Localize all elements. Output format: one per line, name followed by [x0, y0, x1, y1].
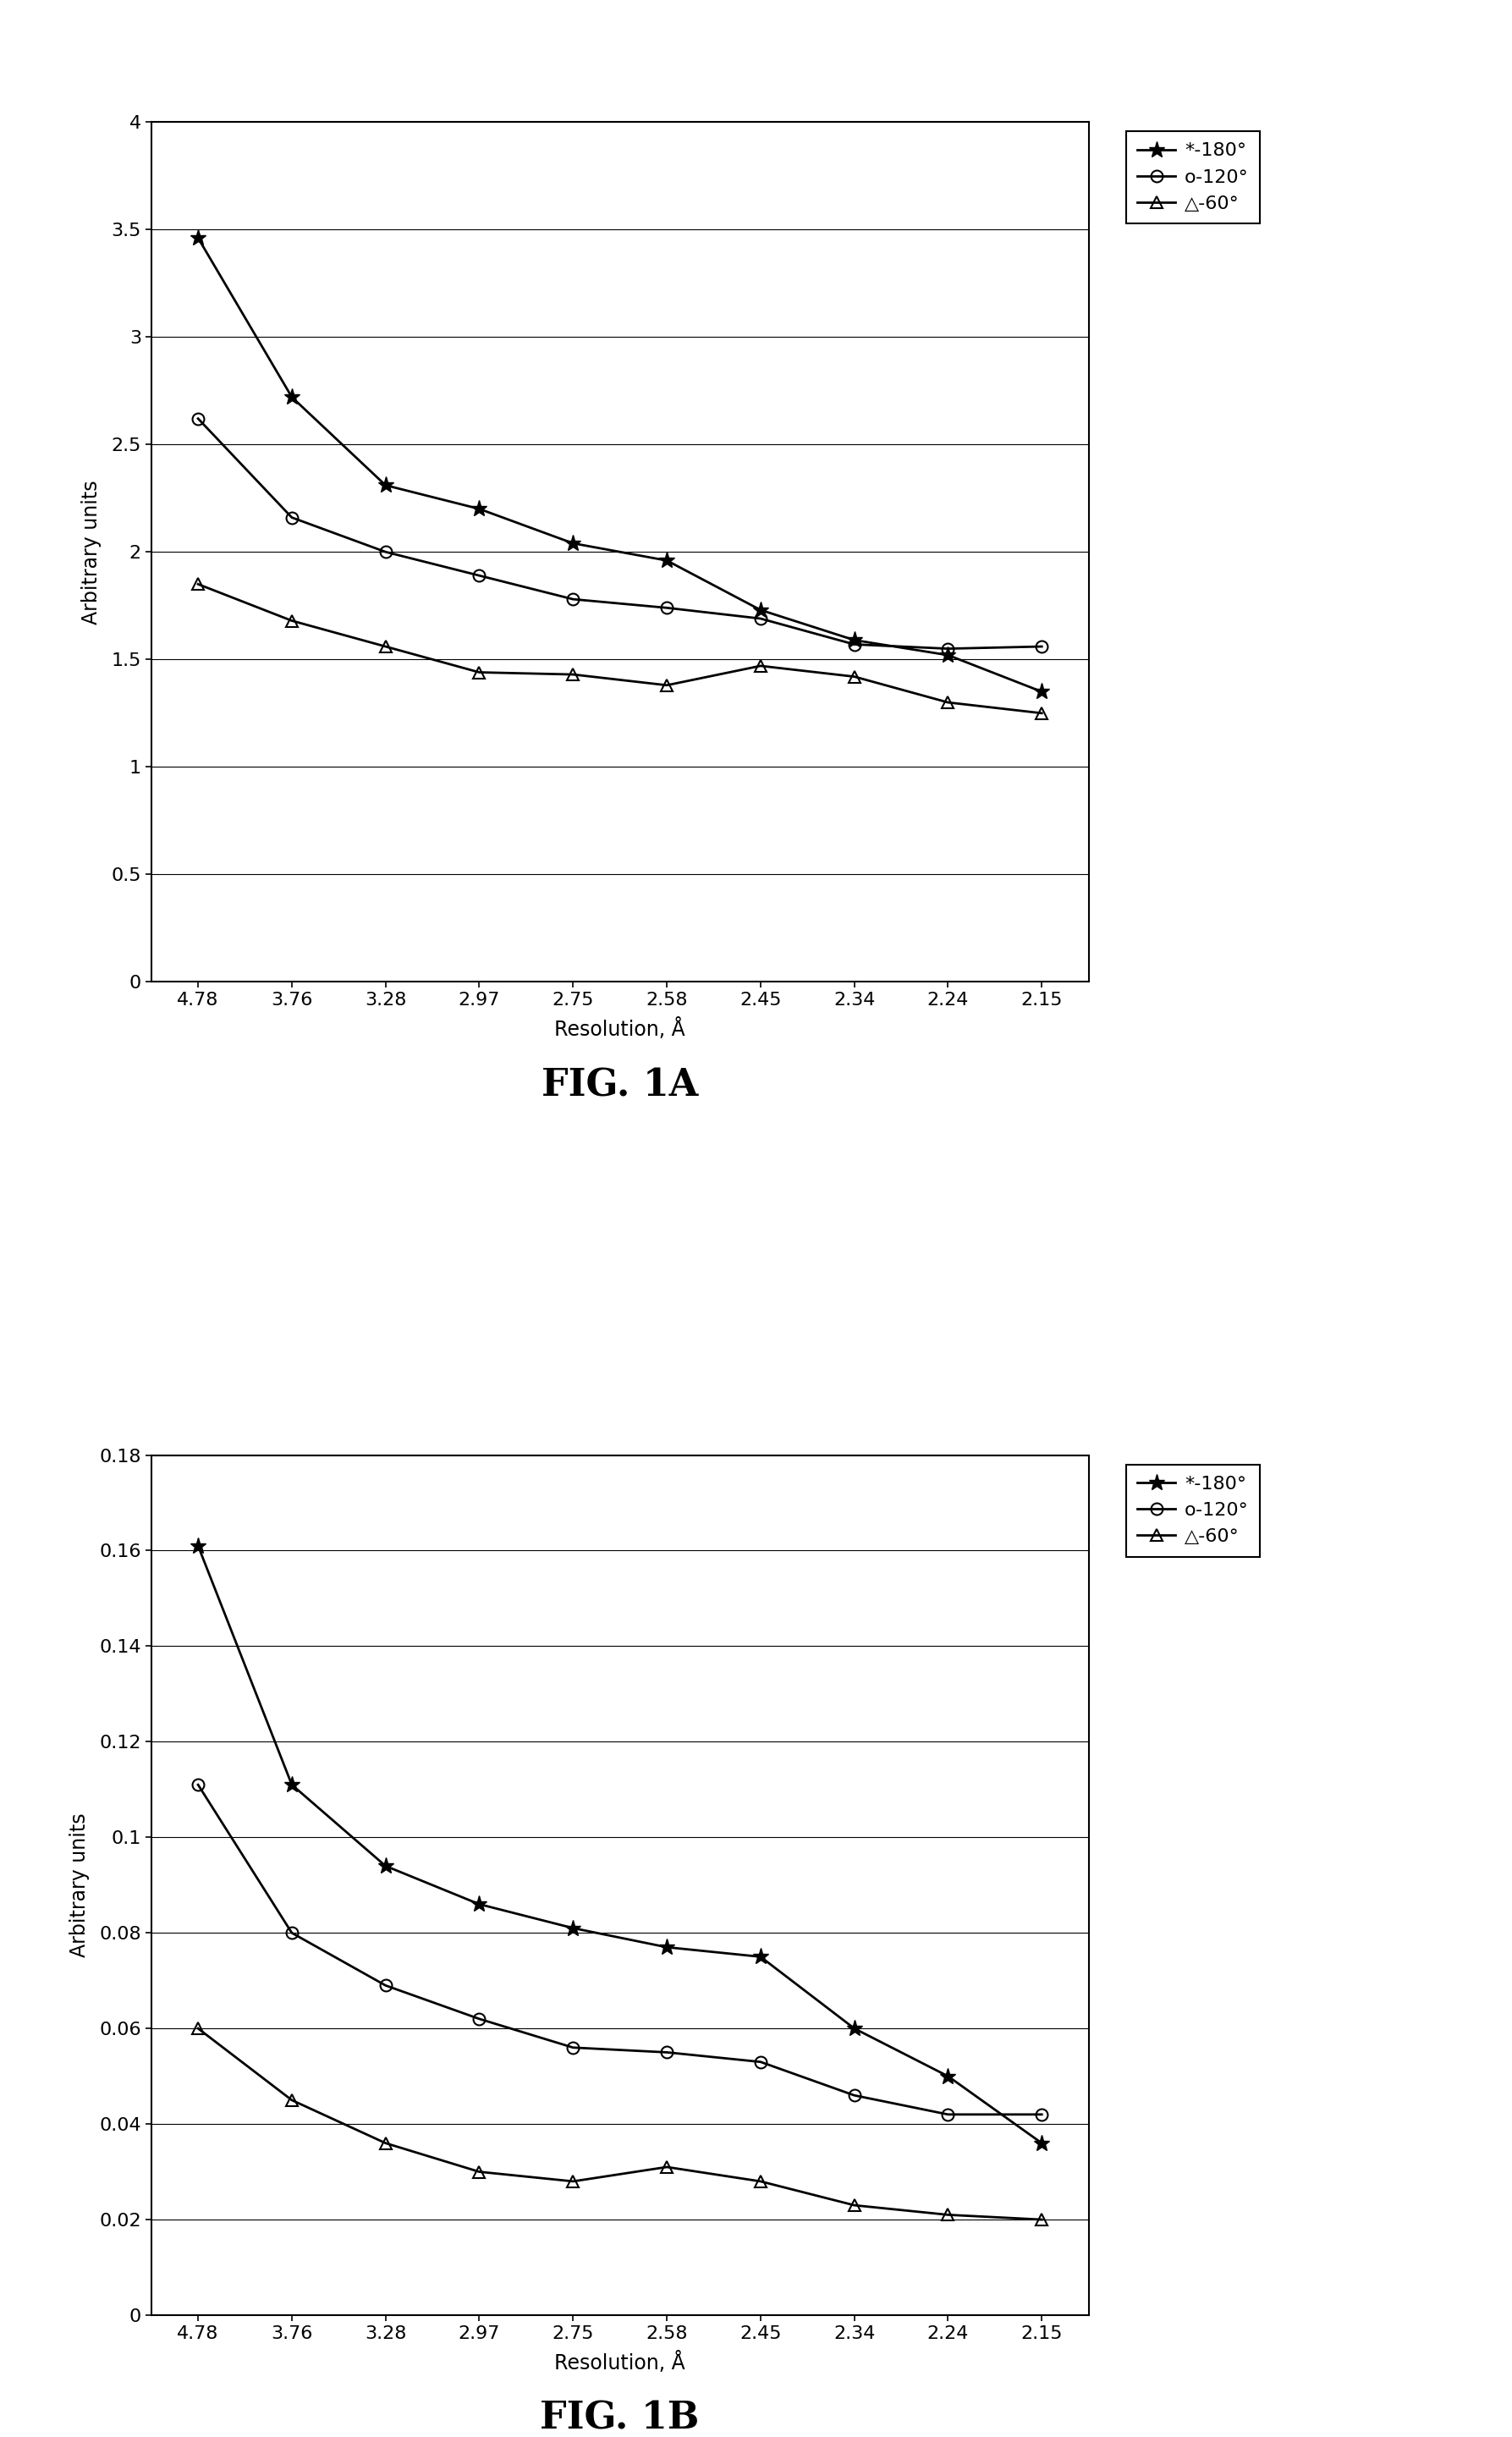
o-120°	[939, 634, 957, 663]
Legend: *-180°, o-120°, △-60°: *-180°, o-120°, △-60°	[1126, 132, 1259, 224]
o-120°	[564, 2032, 582, 2062]
Line: *-180°: *-180°	[191, 229, 1049, 699]
△-60°	[751, 651, 770, 680]
o-120°	[845, 629, 863, 658]
△-60°	[939, 2201, 957, 2230]
△-60°	[658, 670, 676, 699]
*-180°	[751, 1942, 770, 1972]
*-180°	[1033, 677, 1051, 707]
Line: o-120°: o-120°	[192, 1779, 1048, 2120]
o-120°	[283, 1918, 301, 1947]
△-60°	[283, 2086, 301, 2115]
o-120°	[470, 561, 488, 590]
Text: FIG. 1B: FIG. 1B	[540, 2400, 700, 2437]
o-120°	[1033, 2101, 1051, 2130]
△-60°	[470, 658, 488, 687]
o-120°	[845, 2081, 863, 2110]
*-180°	[283, 383, 301, 412]
*-180°	[564, 529, 582, 558]
△-60°	[189, 2013, 207, 2042]
Legend: *-180°, o-120°, △-60°: *-180°, o-120°, △-60°	[1126, 1465, 1259, 1557]
△-60°	[564, 660, 582, 690]
△-60°	[845, 2191, 863, 2220]
*-180°	[376, 1852, 395, 1881]
o-120°	[189, 1769, 207, 1799]
o-120°	[283, 502, 301, 531]
Y-axis label: Arbitrary units: Arbitrary units	[70, 1813, 89, 1957]
*-180°	[658, 1933, 676, 1962]
*-180°	[1033, 2128, 1051, 2157]
o-120°	[376, 1972, 395, 2001]
o-120°	[1033, 631, 1051, 660]
△-60°	[470, 2157, 488, 2186]
*-180°	[470, 1889, 488, 1918]
Line: o-120°: o-120°	[192, 412, 1048, 656]
Line: △-60°: △-60°	[192, 2023, 1048, 2225]
*-180°	[564, 1913, 582, 1942]
△-60°	[845, 663, 863, 692]
△-60°	[376, 2128, 395, 2157]
o-120°	[751, 604, 770, 634]
o-120°	[658, 592, 676, 621]
*-180°	[751, 595, 770, 624]
*-180°	[939, 641, 957, 670]
△-60°	[1033, 2205, 1051, 2235]
Y-axis label: Arbitrary units: Arbitrary units	[82, 480, 101, 624]
Text: FIG. 1A: FIG. 1A	[541, 1067, 699, 1104]
△-60°	[658, 2152, 676, 2181]
*-180°	[189, 1530, 207, 1560]
*-180°	[845, 626, 863, 656]
△-60°	[751, 2166, 770, 2196]
△-60°	[376, 631, 395, 660]
△-60°	[564, 2166, 582, 2196]
o-120°	[376, 536, 395, 565]
*-180°	[189, 224, 207, 253]
△-60°	[1033, 699, 1051, 729]
*-180°	[845, 2013, 863, 2042]
o-120°	[189, 405, 207, 434]
△-60°	[189, 570, 207, 600]
X-axis label: Resolution, Å: Resolution, Å	[555, 2352, 685, 2374]
*-180°	[658, 546, 676, 575]
o-120°	[470, 2003, 488, 2032]
*-180°	[939, 2062, 957, 2091]
o-120°	[751, 2047, 770, 2076]
*-180°	[283, 1769, 301, 1799]
Line: *-180°: *-180°	[191, 1538, 1049, 2152]
o-120°	[658, 2037, 676, 2067]
*-180°	[470, 495, 488, 524]
Line: △-60°: △-60°	[192, 578, 1048, 719]
X-axis label: Resolution, Å: Resolution, Å	[555, 1019, 685, 1041]
△-60°	[283, 607, 301, 636]
△-60°	[939, 687, 957, 716]
o-120°	[564, 585, 582, 614]
*-180°	[376, 470, 395, 500]
o-120°	[939, 2101, 957, 2130]
